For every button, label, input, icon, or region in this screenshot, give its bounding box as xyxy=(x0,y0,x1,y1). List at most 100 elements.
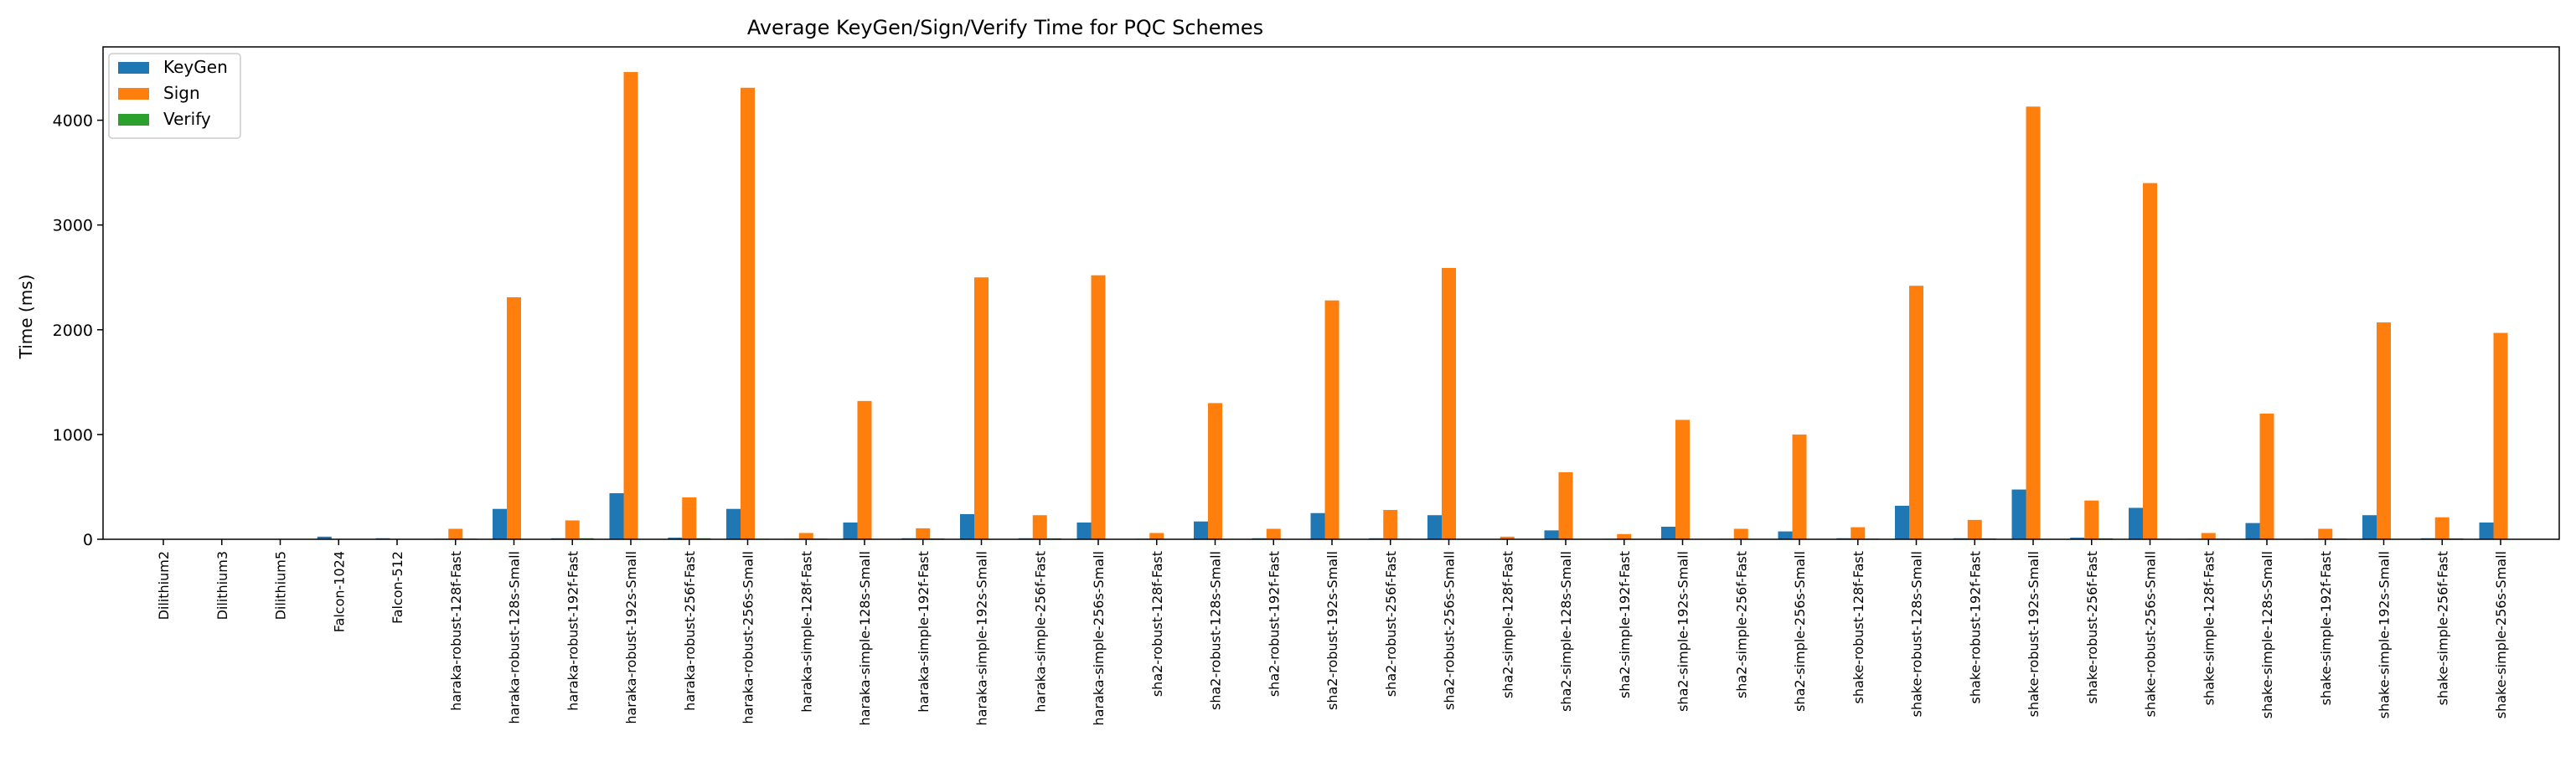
bar-sign xyxy=(1559,472,1573,539)
x-tick-label: sha2-simple-192f-Fast xyxy=(1617,551,1633,698)
x-tick-label: shake-simple-128f-Fast xyxy=(2201,551,2217,705)
y-tick-label: 0 xyxy=(83,531,93,549)
x-tick-label: shake-simple-128s-Small xyxy=(2259,551,2275,718)
bar-keygen xyxy=(493,509,507,539)
bar-sign xyxy=(2143,183,2157,539)
x-tick-label: shake-robust-128f-Fast xyxy=(1851,551,1866,704)
bar-keygen xyxy=(2362,515,2377,539)
bar-keygen xyxy=(2129,507,2143,539)
bar-sign xyxy=(1675,420,1690,539)
bar-keygen xyxy=(1194,522,1208,539)
x-tick-label: haraka-robust-256f-Fast xyxy=(682,551,698,711)
bar-sign xyxy=(2435,518,2450,539)
bar-sign xyxy=(799,533,813,539)
bar-sign xyxy=(858,401,872,539)
legend-swatch-verify xyxy=(118,114,149,126)
y-tick-label: 3000 xyxy=(53,217,93,235)
bar-sign xyxy=(1267,528,1281,539)
x-tick-label: Falcon-1024 xyxy=(331,551,347,632)
bar-sign xyxy=(565,520,580,539)
bar-keygen xyxy=(1661,527,1675,539)
bar-sign xyxy=(448,528,462,539)
bar-keygen xyxy=(2246,523,2260,539)
bar-sign xyxy=(1383,510,1397,539)
legend-label-verify: Verify xyxy=(163,109,211,129)
bar-keygen xyxy=(2012,490,2026,539)
x-tick-label: Dilithium5 xyxy=(273,551,289,620)
chart-title: Average KeyGen/Sign/Verify Time for PQC … xyxy=(747,16,1263,39)
bar-sign xyxy=(1909,286,1923,539)
bar-sign xyxy=(2084,501,2098,539)
x-tick-label: shake-robust-256f-Fast xyxy=(2084,551,2100,704)
x-tick-label: sha2-simple-256f-Fast xyxy=(1733,551,1749,698)
x-tick-label: shake-robust-256s-Small xyxy=(2143,551,2159,717)
bar-sign xyxy=(1442,268,1456,539)
bar-keygen xyxy=(1311,513,1325,539)
y-axis-label: Time (ms) xyxy=(16,275,36,360)
x-tick-label: haraka-robust-128f-Fast xyxy=(448,551,464,711)
bar-keygen xyxy=(1077,523,1092,539)
bar-sign xyxy=(1325,301,1340,539)
bar-sign xyxy=(1092,276,1106,539)
bar-sign xyxy=(2202,533,2216,539)
bar-sign xyxy=(2026,106,2041,539)
x-tick-label: sha2-robust-128s-Small xyxy=(1208,551,1224,710)
bar-sign xyxy=(2260,414,2274,539)
bar-sign xyxy=(974,277,989,539)
x-tick-label: sha2-robust-192s-Small xyxy=(1324,551,1340,710)
bar-sign xyxy=(1033,515,1047,539)
x-tick-label: shake-robust-192f-Fast xyxy=(1967,551,1983,704)
x-tick-label: haraka-simple-128s-Small xyxy=(857,551,873,726)
bar-sign xyxy=(916,528,930,539)
x-tick-label: sha2-robust-192f-Fast xyxy=(1266,551,1282,697)
x-tick-label: haraka-robust-256s-Small xyxy=(741,551,756,724)
x-tick-label: sha2-simple-128f-Fast xyxy=(1500,551,1515,698)
bar-keygen xyxy=(960,514,974,539)
bar-sign xyxy=(1734,528,1748,539)
bar-sign xyxy=(507,297,521,539)
x-tick-label: haraka-robust-192s-Small xyxy=(623,551,639,724)
bar-keygen xyxy=(1895,506,1909,539)
legend-label-sign: Sign xyxy=(163,83,200,103)
x-tick-label: sha2-simple-256s-Small xyxy=(1792,551,1808,712)
x-tick-label: haraka-robust-128s-Small xyxy=(507,551,523,724)
x-tick-label: shake-robust-128s-Small xyxy=(1909,551,1925,717)
bar-sign xyxy=(1851,528,1865,539)
x-tick-label: sha2-simple-128s-Small xyxy=(1558,551,1574,712)
bar-sign xyxy=(2494,333,2508,539)
y-tick-label: 2000 xyxy=(53,322,93,340)
y-tick-label: 1000 xyxy=(53,426,93,445)
x-tick-label: haraka-simple-256f-Fast xyxy=(1032,551,1048,713)
x-tick-label: Dilithium3 xyxy=(214,551,230,620)
bar-sign xyxy=(1968,520,1982,539)
x-tick-label: sha2-robust-256f-Fast xyxy=(1383,551,1399,697)
x-tick-label: haraka-simple-128f-Fast xyxy=(798,551,814,713)
x-tick-label: sha2-simple-192s-Small xyxy=(1675,551,1691,712)
x-tick-label: shake-simple-192s-Small xyxy=(2377,551,2393,718)
bar-keygen xyxy=(1427,515,1442,539)
bar-sign xyxy=(1617,534,1631,539)
bar-sign xyxy=(1208,403,1222,539)
bar-sign xyxy=(624,72,638,539)
bar-sign xyxy=(1793,435,1807,539)
bar-keygen xyxy=(726,509,741,539)
x-axis: Dilithium2 Dilithium3 Dilithium5 Falcon-102… xyxy=(156,539,2509,726)
bar-keygen xyxy=(610,493,624,539)
x-tick-label: shake-simple-256f-Fast xyxy=(2434,551,2450,705)
x-tick-label: haraka-robust-192f-Fast xyxy=(565,551,581,711)
bar-sign xyxy=(1149,533,1164,539)
bar-keygen xyxy=(844,523,858,539)
legend-swatch-keygen xyxy=(118,62,149,74)
x-tick-label: shake-simple-256s-Small xyxy=(2493,551,2509,718)
x-tick-label: Dilithium2 xyxy=(156,551,172,620)
bar-sign xyxy=(2377,322,2391,539)
y-tick-label: 4000 xyxy=(53,112,93,131)
x-tick-label: haraka-simple-256s-Small xyxy=(1091,551,1107,726)
bar-sign xyxy=(682,497,696,539)
x-tick-label: shake-simple-192f-Fast xyxy=(2318,551,2334,705)
legend-swatch-sign xyxy=(118,88,149,100)
bar-sign xyxy=(741,88,755,539)
